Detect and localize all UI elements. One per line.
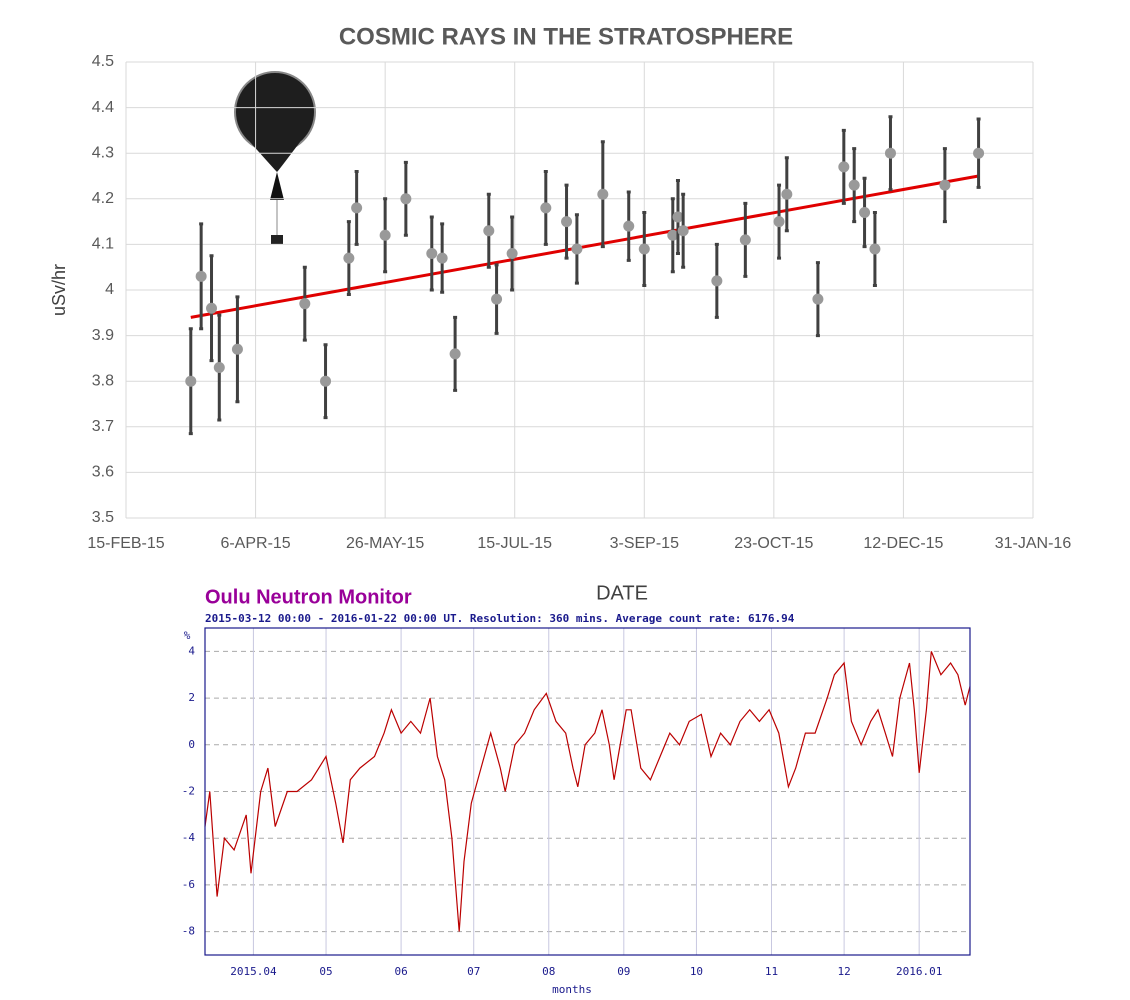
data-point — [838, 161, 850, 173]
x-tick-label: 15-FEB-15 — [87, 535, 164, 552]
data-point — [869, 243, 881, 255]
data-point — [859, 206, 871, 218]
data-point — [571, 243, 583, 255]
x-tick-label: 07 — [467, 965, 480, 978]
y-axis-label: % — [184, 629, 191, 642]
x-tick-label: 08 — [542, 965, 555, 978]
plot-border — [204, 627, 971, 956]
y-tick-label: 3.7 — [92, 418, 114, 435]
y-tick-label: 4.3 — [92, 144, 114, 161]
y-tick-label: 4.4 — [92, 99, 114, 116]
data-point — [939, 179, 951, 191]
x-tick-label: 11 — [765, 965, 778, 978]
x-tick-label: 06 — [394, 965, 407, 978]
data-point — [884, 147, 896, 159]
y-tick-label: -4 — [182, 831, 196, 844]
data-point — [506, 248, 518, 260]
data-point — [299, 298, 311, 310]
data-point — [973, 147, 985, 159]
x-tick-label: 26-MAY-15 — [346, 535, 424, 552]
y-tick-label: 4.2 — [92, 190, 114, 207]
data-point — [231, 343, 243, 355]
y-tick-label: 4 — [188, 644, 195, 657]
y-tick-label: -2 — [182, 785, 195, 798]
x-tick-label: 09 — [617, 965, 630, 978]
x-tick-label: 05 — [319, 965, 332, 978]
x-tick-label: 12 — [837, 965, 850, 978]
data-point — [483, 225, 495, 237]
x-tick-label: 3-SEP-15 — [610, 535, 679, 552]
data-point — [597, 188, 609, 200]
balloon-illustration — [234, 71, 316, 244]
data-point — [436, 252, 448, 264]
chart-title: COSMIC RAYS IN THE STRATOSPHERE — [339, 23, 793, 50]
data-point — [320, 375, 332, 387]
x-tick-label: 31-JAN-16 — [995, 535, 1072, 552]
trendline — [190, 174, 979, 319]
data-point — [343, 252, 355, 264]
x-tick-label: 23-OCT-15 — [734, 535, 813, 552]
data-point — [672, 211, 684, 223]
data-point — [848, 179, 860, 191]
x-tick-label: 10 — [690, 965, 703, 978]
x-tick-label: 6-APR-15 — [220, 535, 290, 552]
data-point — [711, 275, 723, 287]
y-axis-label: uSv/hr — [49, 264, 69, 316]
chart-title: Oulu Neutron Monitor — [205, 586, 412, 608]
y-tick-label: 0 — [188, 738, 195, 751]
x-tick-label: 2016.01 — [896, 965, 942, 978]
data-point — [773, 216, 785, 228]
y-tick-label: 4 — [105, 281, 114, 298]
x-axis-label: DATE — [596, 582, 648, 604]
y-tick-label: 4.5 — [92, 53, 114, 70]
y-tick-label: 2 — [188, 691, 195, 704]
data-point — [351, 202, 363, 214]
data-point — [213, 362, 225, 374]
data-point — [781, 188, 793, 200]
data-point — [185, 375, 197, 387]
data-point — [426, 248, 438, 260]
data-point — [812, 293, 824, 305]
chart-subtitle: 2015-03-12 00:00 - 2016-01-22 00:00 UT. … — [205, 612, 795, 625]
data-line — [204, 651, 971, 932]
data-point — [379, 229, 391, 241]
data-point — [449, 348, 461, 360]
y-tick-label: 3.5 — [92, 509, 114, 526]
y-tick-label: -8 — [182, 925, 195, 938]
x-tick-label: 15-JUL-15 — [477, 535, 552, 552]
y-tick-label: -6 — [182, 878, 195, 891]
data-point — [638, 243, 650, 255]
data-point — [739, 234, 751, 246]
data-point — [561, 216, 573, 228]
data-point — [491, 293, 503, 305]
data-point — [195, 270, 207, 282]
y-tick-label: 3.8 — [92, 372, 114, 389]
y-tick-label: 3.9 — [92, 327, 114, 344]
data-point — [677, 225, 689, 237]
data-point — [206, 302, 218, 314]
data-point — [667, 229, 679, 241]
data-point — [400, 193, 412, 205]
data-point — [623, 220, 635, 232]
y-tick-label: 4.1 — [92, 236, 114, 253]
x-axis-label: months — [552, 983, 592, 996]
y-tick-label: 3.6 — [92, 464, 114, 481]
data-point — [540, 202, 552, 214]
x-tick-label: 12-DEC-15 — [863, 535, 943, 552]
x-tick-label: 2015.04 — [230, 965, 277, 978]
